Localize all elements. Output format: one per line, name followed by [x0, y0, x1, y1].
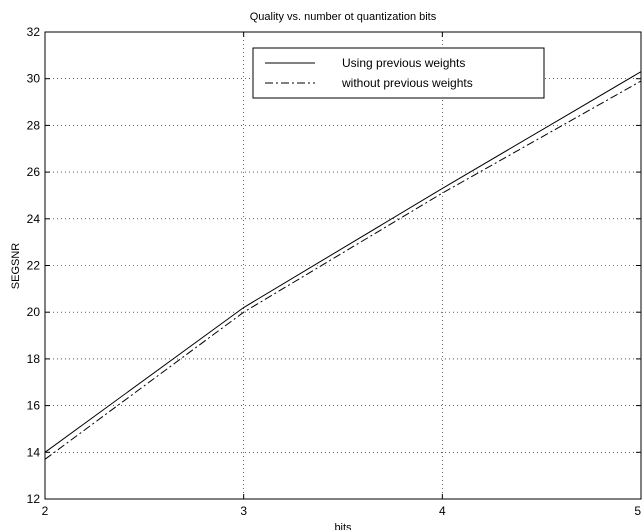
x-tick-label: 2: [42, 504, 49, 518]
y-tick-label: 20: [27, 305, 41, 319]
y-tick-label: 24: [27, 212, 41, 226]
y-tick-label: 16: [27, 399, 41, 413]
series-line-without-previous-weights: [44, 80, 642, 460]
series-lines: [44, 71, 642, 460]
axis-ticks: 12 14 16 18 20 22 24 26 28 30 32 2 3 4 5: [27, 25, 642, 518]
y-tick-label: 26: [27, 165, 41, 179]
x-tick-label: 4: [439, 504, 446, 518]
chart-title: Quality vs. number ot quantization bits: [250, 11, 437, 23]
series-line-using-previous-weights: [44, 71, 642, 453]
legend-label-using-previous-weights: Using previous weights: [342, 56, 465, 70]
y-tick-label: 18: [27, 352, 41, 366]
y-tick-label: 14: [27, 445, 41, 459]
plot-background: [45, 32, 641, 499]
y-tick-label: 28: [27, 118, 41, 132]
y-tick-label: 30: [27, 72, 41, 86]
legend: Using previous weights without previous …: [252, 47, 545, 99]
y-tick-label: 32: [27, 25, 41, 39]
legend-label-without-previous-weights: without previous weights: [341, 76, 473, 90]
x-axis-label: bits: [334, 522, 352, 530]
y-tick-label: 22: [27, 259, 41, 273]
y-axis-label: SEGSNR: [10, 243, 22, 290]
x-tick-label: 3: [240, 504, 247, 518]
legend-box: [252, 47, 545, 99]
x-tick-label: 5: [634, 504, 641, 518]
y-tick-label: 12: [27, 492, 41, 506]
